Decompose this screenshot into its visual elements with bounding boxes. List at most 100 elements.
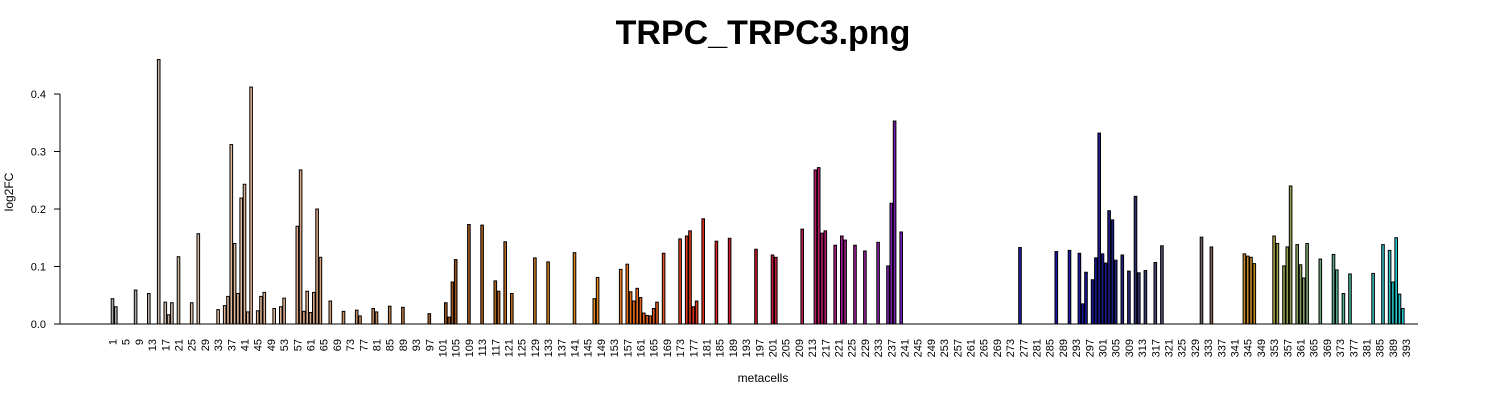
bar-metacell-311 — [1133, 195, 1138, 325]
x-tick-label: 341 — [1230, 339, 1242, 357]
x-tick-label: 357 — [1282, 339, 1294, 357]
bar-metacell-17 — [163, 301, 168, 325]
bar-metacell-216 — [820, 232, 824, 325]
bar-metacell-141 — [572, 252, 577, 325]
bar-metacell-168 — [661, 252, 666, 325]
x-tick-label: 213 — [807, 339, 819, 357]
bar-metacell-294 — [1077, 252, 1082, 325]
bar-metacell-353 — [1272, 235, 1276, 325]
y-tick-label: 0.4 — [31, 89, 46, 101]
bar-metacell-57 — [295, 225, 300, 325]
bar-metacell-113 — [480, 224, 484, 325]
x-tick-label: 133 — [543, 339, 555, 357]
x-tick-label: 109 — [464, 339, 476, 357]
x-tick-label: 49 — [266, 339, 278, 351]
x-tick-label: 237 — [886, 339, 898, 357]
bar-metacell-39 — [236, 293, 240, 325]
bar-metacell-75 — [354, 309, 359, 325]
x-tick-label: 61 — [306, 339, 318, 351]
bar-metacell-346 — [1249, 256, 1253, 325]
x-tick-label: 197 — [754, 339, 766, 357]
bar-metacell-105 — [453, 259, 458, 325]
bar-metacell-102 — [444, 302, 448, 325]
x-tick-label: 273 — [1005, 339, 1017, 357]
bar-metacell-97 — [427, 313, 432, 325]
bar-metacell-50 — [272, 307, 276, 325]
bar-metacell-41 — [242, 183, 247, 325]
bar-metacell-233 — [876, 241, 880, 325]
x-tick-label: 317 — [1150, 339, 1162, 357]
x-tick-label: 381 — [1362, 339, 1374, 357]
chart-title: TRPC_TRPC3.png — [616, 14, 911, 52]
x-tick-label: 85 — [385, 339, 397, 351]
x-tick-label: 293 — [1071, 339, 1083, 357]
bar-metacell-356 — [1282, 265, 1286, 325]
x-tick-label: 225 — [847, 339, 859, 357]
x-tick-label: 5 — [121, 339, 133, 345]
bar-metacell-8 — [133, 289, 138, 325]
x-tick-label: 245 — [913, 339, 925, 357]
bar-metacell-163 — [645, 314, 649, 325]
x-tick-label: 233 — [873, 339, 885, 357]
x-tick-label: 1 — [108, 339, 120, 345]
bar-metacell-357 — [1285, 246, 1290, 325]
y-axis-label: log2FC — [2, 172, 16, 211]
bar-metacell-52 — [279, 306, 283, 325]
x-tick-label: 97 — [424, 339, 436, 351]
x-tick-label: 117 — [490, 339, 502, 357]
bar-metacell-361 — [1298, 264, 1303, 325]
bar-metacell-236 — [886, 265, 890, 325]
x-tick-label: 265 — [979, 339, 991, 357]
bar-metacell-166 — [655, 301, 659, 325]
bar-metacell-215 — [816, 167, 821, 325]
bar-metacell-59 — [302, 310, 306, 325]
bar-metacell-344 — [1242, 253, 1247, 325]
bar-metacell-76 — [358, 315, 362, 325]
x-tick-label: 105 — [451, 339, 463, 357]
x-tick-label: 349 — [1256, 339, 1268, 357]
bar-metacell-312 — [1137, 272, 1141, 325]
x-tick-label: 169 — [662, 339, 674, 357]
x-tick-label: 157 — [622, 339, 634, 357]
bar-metacell-37 — [229, 144, 234, 325]
bar-metacell-300 — [1097, 132, 1102, 325]
bar-metacell-319 — [1160, 245, 1164, 325]
bar-metacell-15 — [156, 59, 161, 325]
x-tick-label: 57 — [292, 339, 304, 351]
bar-metacell-42 — [246, 311, 250, 325]
y-tick-label: 0.1 — [31, 262, 46, 274]
bar-metacell-196 — [754, 248, 758, 325]
x-tick-label: 385 — [1375, 339, 1387, 357]
x-tick-label: 205 — [781, 339, 793, 357]
bar-metacell-202 — [774, 256, 778, 325]
y-tick-label: 0.0 — [31, 319, 46, 331]
bar-metacell-35 — [222, 305, 227, 325]
x-tick-label: 201 — [768, 339, 780, 357]
x-tick-label: 281 — [1032, 339, 1044, 357]
bar-metacell-210 — [800, 228, 805, 325]
bar-metacell-117 — [493, 280, 498, 325]
bar-metacell-133 — [546, 261, 550, 325]
x-tick-label: 113 — [477, 339, 489, 357]
bar-metacell-46 — [259, 295, 263, 325]
x-tick-label: 177 — [688, 339, 700, 357]
bar-metacell-291 — [1067, 249, 1072, 325]
bar-metacell-38 — [232, 243, 237, 325]
x-tick-label: 221 — [834, 339, 846, 357]
x-tick-label: 125 — [517, 339, 529, 357]
bar-metacell-129 — [533, 257, 537, 325]
bar-metacell-164 — [648, 315, 653, 325]
bar-metacell-223 — [843, 239, 847, 325]
x-tick-label: 13 — [147, 339, 159, 351]
x-tick-label: 361 — [1296, 339, 1308, 357]
bars-group — [110, 59, 1405, 325]
bar-metacell-331 — [1199, 236, 1204, 325]
x-tick-label: 37 — [226, 339, 238, 351]
x-tick-label: 305 — [1111, 339, 1123, 357]
x-tick-label: 165 — [649, 339, 661, 357]
bar-metacell-388 — [1387, 249, 1392, 325]
bar-metacell-309 — [1127, 270, 1131, 325]
bar-metacell-229 — [863, 250, 867, 325]
bar-metacell-89 — [401, 306, 405, 325]
bar-metacell-240 — [899, 231, 904, 325]
